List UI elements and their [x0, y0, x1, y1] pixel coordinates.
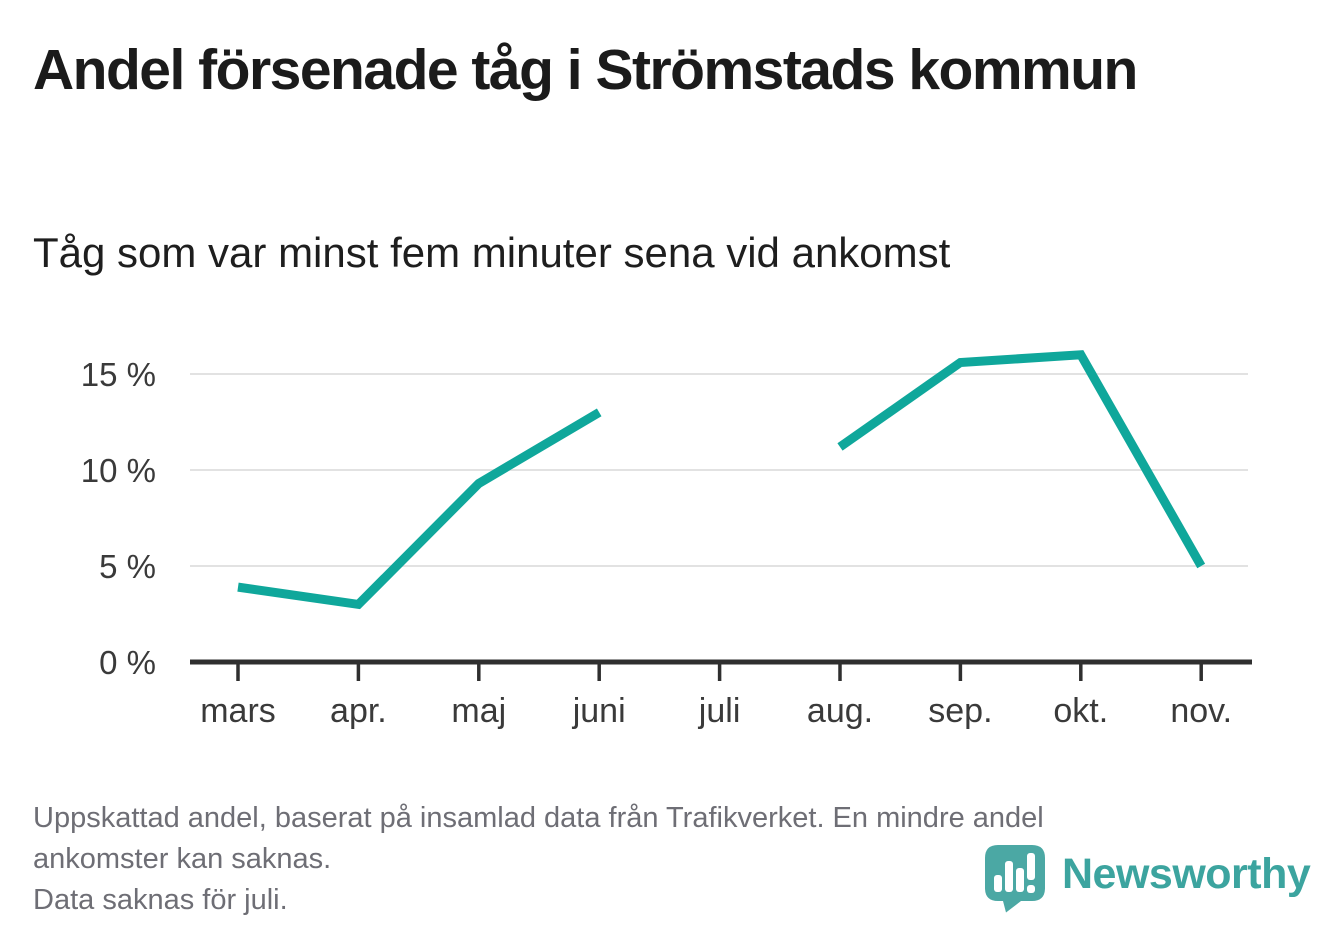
footnote-line: ankomster kan saknas. — [33, 843, 332, 875]
series-line-segment — [237, 408, 602, 610]
newsworthy-chart-bubble-icon — [985, 845, 1045, 913]
y-axis-label: 15 % — [81, 356, 156, 393]
line-chart-svg: 0 % 5 % 10 % 15 % mars apr. maj juni juli aug. sep… — [81, 350, 1252, 730]
x-axis-label: juli — [698, 692, 741, 730]
chart-title: Andel försenade tåg i Strömstads kommun — [33, 38, 1138, 102]
logo-exclamation-dot — [1027, 885, 1035, 893]
x-axis-label: aug. — [807, 692, 873, 730]
chart-subtitle: Tåg som var minst fem minuter sena vid a… — [33, 229, 951, 276]
y-axis-label: 0 % — [99, 644, 156, 681]
footnote-line: Uppskattad andel, baserat på insamlad da… — [33, 802, 1044, 834]
footnote-line: Data saknas för juli. — [33, 884, 288, 916]
chart-footnote: Uppskattad andel, baserat på insamlad da… — [33, 798, 1293, 921]
x-axis-label: maj — [451, 692, 506, 730]
logo-bar-medium — [1016, 868, 1024, 892]
x-axis-label: nov. — [1170, 692, 1232, 730]
series-line-segment — [837, 350, 1206, 569]
line-chart: 0 % 5 % 10 % 15 % mars apr. maj juni juli aug. sep… — [0, 330, 1322, 770]
x-axis-label: apr. — [330, 692, 387, 730]
logo-exclamation-stem — [1027, 853, 1035, 880]
y-axis-label: 5 % — [99, 548, 156, 585]
newsworthy-logo: Newsworthy — [983, 845, 1311, 913]
logo-bar-tall — [1005, 861, 1013, 892]
x-axis-label: okt. — [1053, 692, 1108, 730]
x-axis-label: mars — [200, 692, 276, 730]
x-axis-label: juni — [572, 692, 626, 730]
x-axis-label: sep. — [928, 692, 992, 730]
logo-bar-short — [994, 875, 1002, 892]
brand-name: Newsworthy — [1062, 849, 1311, 898]
y-axis-label: 10 % — [81, 452, 156, 489]
